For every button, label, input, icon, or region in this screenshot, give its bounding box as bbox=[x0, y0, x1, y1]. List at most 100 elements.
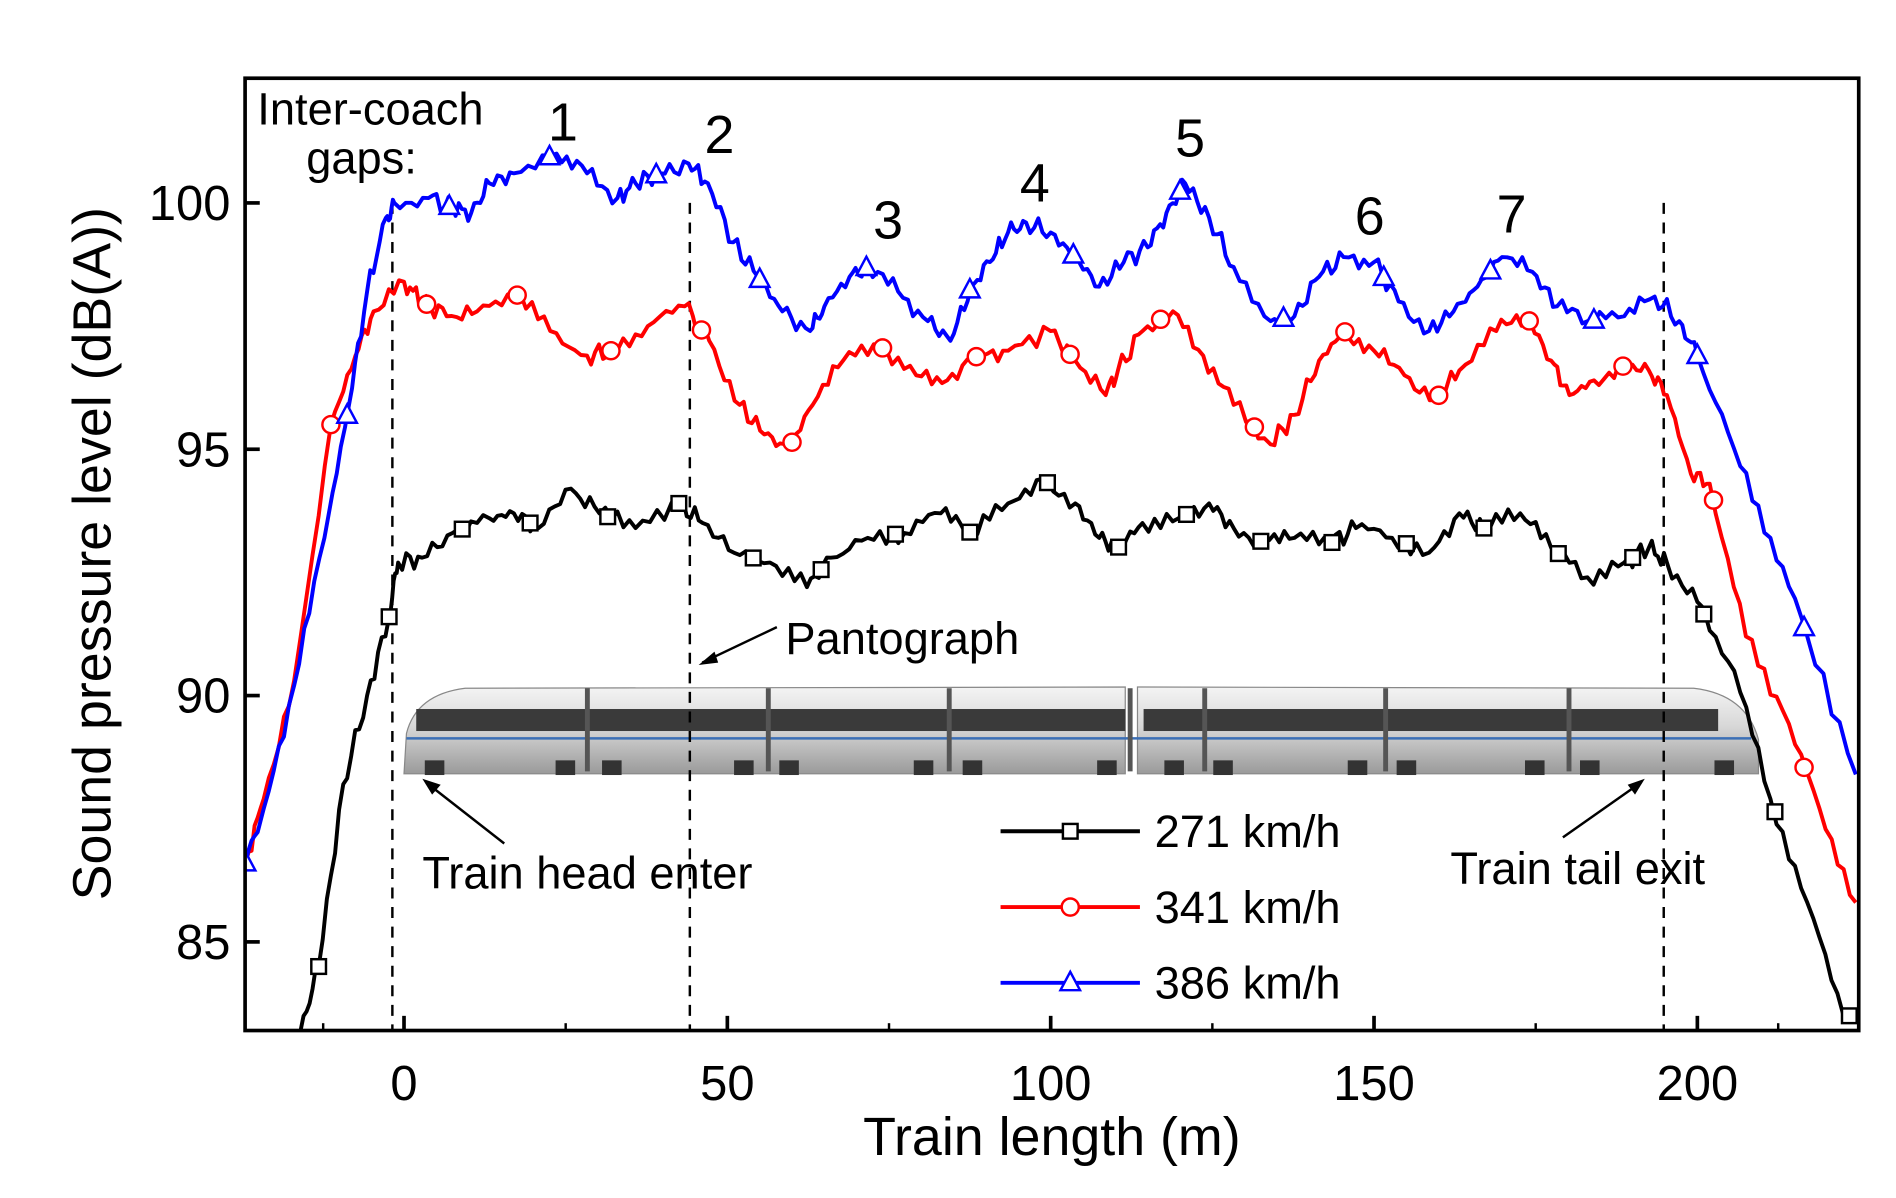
series-341-km-h-marker bbox=[601, 340, 621, 361]
series-341-km-h-marker bbox=[1703, 490, 1724, 510]
x-tick-label: 50 bbox=[700, 1057, 754, 1111]
legend-marker bbox=[1060, 897, 1081, 917]
x-tick-label: 150 bbox=[1333, 1057, 1415, 1111]
series-386-km-h-marker bbox=[1582, 306, 1606, 329]
series-386-km-h-marker bbox=[644, 161, 669, 184]
series-386-km-h-marker bbox=[1061, 241, 1086, 264]
y-tick-label: 95 bbox=[176, 423, 230, 477]
train-bogie bbox=[1213, 760, 1233, 776]
y-axis-label: Sound pressure level (dB(A)) bbox=[63, 207, 123, 900]
gaps-label-line1: Inter-coach bbox=[257, 84, 483, 135]
series-271-km-h-marker bbox=[1766, 803, 1784, 821]
plot-frame bbox=[243, 76, 1861, 1033]
series-271-km-h-marker bbox=[1475, 519, 1493, 537]
train-bogie bbox=[1396, 760, 1417, 776]
train-bogie bbox=[555, 760, 576, 776]
series-386-km-h-marker bbox=[747, 265, 772, 289]
y-tick-label: 90 bbox=[176, 670, 230, 724]
series-386-km-h-marker bbox=[1271, 304, 1296, 328]
series-341-km-h-marker bbox=[1060, 344, 1080, 365]
train-bogie bbox=[913, 760, 934, 776]
series-271-km-h-marker bbox=[1549, 545, 1567, 563]
series-271-km-h-marker bbox=[380, 608, 398, 626]
legend-label: 341 km/h bbox=[1155, 882, 1341, 933]
series-341-km-h-marker bbox=[1613, 356, 1633, 376]
tail-exit-label: Train tail exit bbox=[1450, 843, 1705, 894]
train-bogie bbox=[734, 760, 754, 776]
train-coach-joint bbox=[765, 688, 771, 772]
gap-number-2: 2 bbox=[704, 105, 734, 165]
gap-number-7: 7 bbox=[1497, 184, 1527, 244]
pantograph-arrowhead bbox=[698, 651, 719, 666]
series-271-km-h-marker bbox=[310, 957, 328, 976]
series-341-km-h-marker bbox=[416, 294, 437, 314]
train-bogie bbox=[1347, 760, 1368, 776]
plot-area: 0 50 100 150 200 85 90 95 100 bbox=[149, 76, 1861, 1111]
series-341-km-h-marker bbox=[1150, 309, 1171, 330]
series-271-km-h-marker bbox=[599, 508, 617, 526]
train-coach-joint bbox=[1202, 688, 1208, 772]
train-bogie bbox=[1097, 760, 1117, 776]
series-271-km-h-marker bbox=[1177, 505, 1196, 524]
train-bogie bbox=[779, 760, 799, 776]
series-386-km-h-marker bbox=[1685, 342, 1710, 365]
train-bogie bbox=[424, 760, 445, 776]
train-bogie bbox=[1524, 760, 1545, 776]
series-341-km-h-marker bbox=[507, 285, 527, 305]
series-386-km-h-marker bbox=[437, 192, 462, 216]
y-tick-label: 85 bbox=[176, 916, 230, 970]
gap-number-5: 5 bbox=[1175, 108, 1205, 168]
legend-label: 271 km/h bbox=[1155, 806, 1341, 857]
head-enter-arrow bbox=[425, 781, 506, 845]
train-coach-joint bbox=[584, 688, 590, 772]
series-386-km-h-marker bbox=[854, 254, 879, 277]
series-271-km-h-marker bbox=[670, 494, 688, 512]
head-enter-arrowhead bbox=[422, 778, 441, 795]
series-271-km-h-marker bbox=[1397, 535, 1415, 553]
train-bogie bbox=[602, 760, 622, 776]
legend: 271 km/h 341 km/h 386 km/h bbox=[1000, 806, 1341, 1009]
legend-entry: 271 km/h bbox=[1000, 806, 1341, 857]
series-386-km-h-marker bbox=[1371, 264, 1396, 287]
series-386-km-h-marker bbox=[537, 143, 562, 166]
gaps-label-line2: gaps: bbox=[306, 133, 417, 184]
series-386-km-h-marker bbox=[335, 401, 359, 424]
series-271-km-h-marker bbox=[1624, 548, 1642, 567]
series-271-km-h-marker bbox=[1323, 533, 1341, 552]
pantograph-label: Pantograph bbox=[785, 613, 1019, 664]
train-bogie bbox=[1164, 760, 1184, 776]
train-bogie bbox=[962, 760, 983, 776]
series-341-km-h-marker bbox=[321, 414, 341, 435]
series-386-km-h bbox=[245, 143, 1858, 872]
train-coach-joint bbox=[1383, 688, 1389, 772]
series-341-km-h bbox=[245, 278, 1858, 904]
series-271-km-h-marker bbox=[521, 514, 539, 532]
train-bogie bbox=[1714, 760, 1735, 776]
series-271-km-h-line bbox=[298, 476, 1846, 1031]
train-coach-joint bbox=[1127, 688, 1133, 772]
legend-label: 386 km/h bbox=[1155, 958, 1341, 1009]
series-341-km-h-marker bbox=[1428, 385, 1449, 406]
series-271-km-h-marker bbox=[961, 523, 979, 541]
series-271-km-h-marker bbox=[1038, 474, 1057, 492]
x-tick-label: 100 bbox=[1010, 1057, 1092, 1111]
legend-marker bbox=[1061, 822, 1079, 840]
series-271-km-h-marker bbox=[1252, 532, 1270, 550]
series-271-km-h-marker bbox=[744, 549, 762, 567]
series-341-km-h-marker bbox=[782, 432, 802, 453]
gap-number-4: 4 bbox=[1020, 154, 1050, 214]
series-386-km-h-marker bbox=[1168, 177, 1192, 200]
series-341-km-h-marker bbox=[1244, 417, 1265, 437]
series-341-km-h-marker bbox=[1519, 311, 1540, 331]
train-image bbox=[403, 686, 1760, 776]
series-386-km-h-marker bbox=[1792, 614, 1816, 637]
tail-exit-arrowhead bbox=[1627, 778, 1645, 795]
series-271-km-h-marker bbox=[1840, 1007, 1858, 1025]
series-341-km-h-marker bbox=[1794, 757, 1814, 778]
series-271-km-h-marker bbox=[1110, 538, 1128, 556]
gap-number-1: 1 bbox=[548, 93, 578, 153]
tail-exit-arrow bbox=[1562, 781, 1642, 839]
series-271-km-h bbox=[298, 474, 1858, 1031]
legend-entry: 341 km/h bbox=[1000, 882, 1341, 933]
